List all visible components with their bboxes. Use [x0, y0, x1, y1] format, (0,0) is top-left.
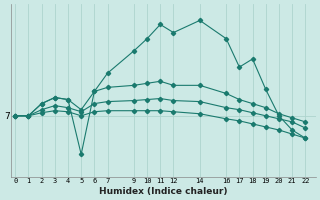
X-axis label: Humidex (Indice chaleur): Humidex (Indice chaleur) — [99, 187, 228, 196]
